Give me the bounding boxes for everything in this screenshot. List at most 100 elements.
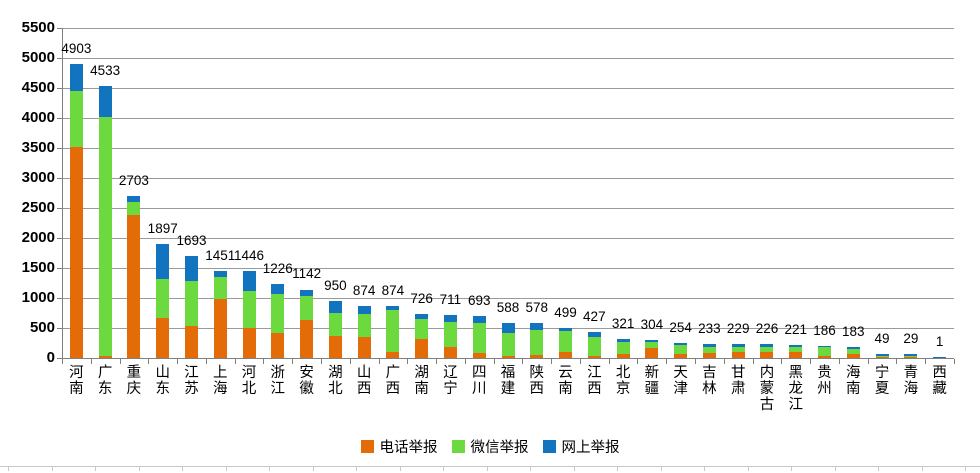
ruler-tick [356, 466, 357, 471]
ruler-tick [574, 466, 575, 471]
bar-total-label: 499 [554, 305, 577, 321]
x-axis-label: 内蒙古 [759, 365, 775, 413]
bar-segment-微信举报 [587, 337, 601, 357]
x-axis-tick [723, 359, 725, 364]
bar-segment-网上举报 [242, 271, 256, 292]
gridline [62, 177, 954, 179]
x-axis-label: 广东 [97, 365, 113, 397]
gridline [62, 117, 954, 119]
x-axis-label: 湖北 [328, 365, 343, 397]
legend-item-wechat: 微信举报 [451, 436, 529, 457]
ruler-tick [791, 466, 792, 471]
bar-segment-电话举报 [472, 352, 486, 358]
gridline [62, 87, 954, 89]
y-axis-label: 2500 [21, 199, 55, 216]
x-axis-label: 重庆 [126, 365, 142, 397]
bar-安徽 [300, 289, 314, 358]
bar-total-label: 226 [755, 321, 779, 337]
x-axis-tick [464, 359, 466, 364]
legend-label-phone: 电话举报 [379, 440, 438, 456]
bar-江苏 [184, 256, 198, 358]
bar-segment-网上举报 [789, 344, 803, 348]
bar-total-label: 1897 [147, 221, 178, 237]
bar-segment-微信举报 [357, 313, 371, 337]
y-axis-tick [57, 177, 62, 179]
gridline [62, 27, 954, 29]
bar-segment-网上举报 [875, 354, 889, 356]
bar-segment-微信举报 [702, 346, 716, 353]
bar-新疆 [645, 339, 659, 358]
bar-北京 [616, 338, 630, 358]
bar-福建 [501, 322, 515, 358]
bar-segment-电话举报 [98, 356, 112, 358]
y-axis-tick [57, 327, 62, 329]
bar-河北 [242, 271, 256, 358]
bar-segment-微信举报 [789, 347, 803, 352]
y-axis-tick [57, 57, 62, 59]
bar-甘肃 [731, 344, 745, 358]
bar-segment-网上举报 [933, 356, 947, 358]
x-axis-tick [637, 359, 639, 364]
bar-浙江 [271, 284, 285, 358]
x-axis-tick [551, 359, 553, 364]
x-axis-label: 甘肃 [730, 365, 746, 397]
ruler-tick [226, 466, 227, 471]
bar-segment-微信举报 [731, 347, 745, 353]
bar-重庆 [127, 195, 141, 358]
bar-segment-电话举报 [328, 336, 342, 358]
bar-total-label: 4533 [90, 63, 121, 79]
y-axis-tick [57, 267, 62, 269]
y-axis-tick [57, 237, 62, 239]
x-axis-label: 四川 [471, 365, 487, 397]
bar-segment-微信举报 [386, 310, 400, 352]
bar-segment-电话举报 [501, 355, 515, 358]
bar-segment-电话举报 [156, 318, 170, 358]
legend-item-web: 网上举报 [542, 436, 620, 457]
bar-total-label: 726 [410, 291, 433, 307]
gridline [62, 207, 954, 209]
bar-segment-网上举报 [530, 323, 544, 330]
gridline [62, 267, 954, 269]
bar-total-label: 1446 [234, 248, 265, 264]
y-axis-tick [57, 297, 62, 299]
bar-广西 [386, 305, 400, 358]
x-axis-line [62, 358, 954, 359]
bar-segment-微信举报 [559, 330, 573, 353]
bar-total-label: 1142 [292, 266, 322, 282]
y-axis-label: 2000 [21, 229, 55, 246]
x-axis-tick [177, 359, 179, 364]
bar-segment-微信举报 [846, 348, 860, 354]
x-axis-label: 北京 [615, 365, 631, 397]
x-axis-tick [205, 359, 207, 364]
x-axis-tick [292, 359, 294, 364]
x-axis-tick [752, 359, 754, 364]
bar-segment-网上举报 [415, 314, 429, 320]
bar-segment-网上举报 [587, 332, 601, 338]
bar-segment-电话举报 [587, 356, 601, 358]
bar-segment-电话举报 [530, 355, 544, 358]
bar-segment-微信举报 [415, 319, 429, 340]
bar-total-label: 321 [611, 315, 635, 331]
bar-segment-微信举报 [674, 345, 688, 355]
bar-total-label: 186 [813, 323, 836, 338]
bar-内蒙古 [760, 344, 774, 358]
x-axis-label: 陕西 [529, 365, 545, 397]
bar-segment-电话举报 [443, 347, 457, 358]
y-axis-tick [57, 27, 62, 29]
bar-segment-网上举报 [559, 328, 573, 331]
y-axis-tick [57, 147, 62, 149]
y-axis-line [62, 28, 63, 358]
ruler-tick [8, 466, 9, 471]
bar-segment-网上举报 [818, 346, 832, 348]
bar-segment-网上举报 [616, 338, 630, 342]
bar-青海 [904, 354, 918, 358]
bar-segment-微信举报 [645, 341, 659, 348]
bar-segment-电话举报 [645, 347, 659, 358]
ruler-tick [95, 466, 96, 471]
bar-segment-微信举报 [300, 295, 314, 320]
x-axis-label: 江西 [587, 365, 602, 397]
bar-segment-微信举报 [98, 117, 112, 357]
ruler-tick [139, 466, 140, 471]
bar-segment-微信举报 [184, 280, 198, 326]
bar-total-label: 229 [726, 321, 750, 337]
